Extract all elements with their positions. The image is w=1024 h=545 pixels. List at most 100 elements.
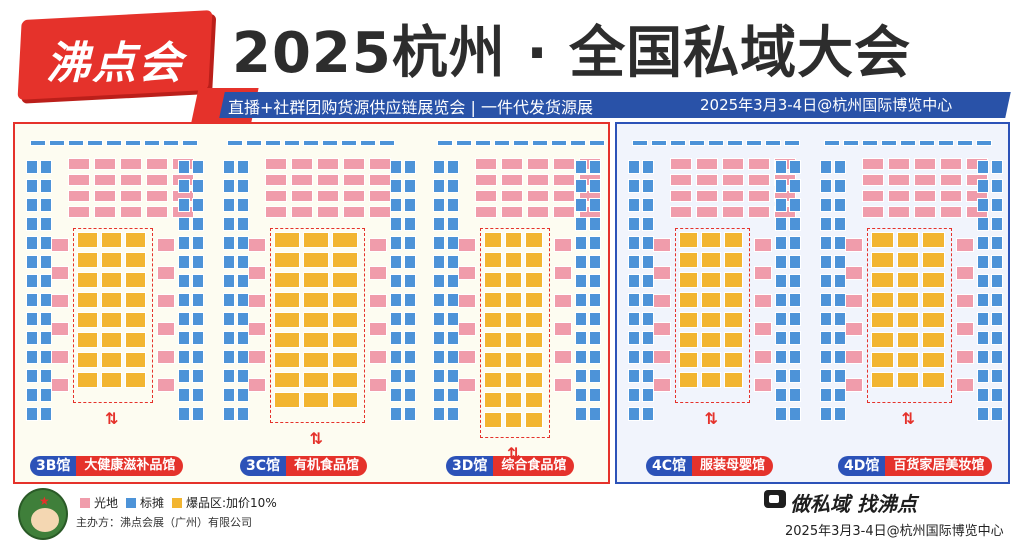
booth-light-ground [146, 158, 168, 170]
booth-standard [447, 198, 459, 212]
booth-light-ground [369, 378, 387, 392]
booth-standard [106, 140, 122, 146]
booth-standard [991, 236, 1003, 250]
hall-tag-4d: 4D馆 百货家居美妆馆 [838, 456, 993, 476]
booth-standard [642, 331, 654, 345]
booth-standard [991, 160, 1003, 174]
booth-light-ground [94, 190, 116, 202]
booth-hot [274, 232, 300, 248]
booth-light-ground [501, 190, 523, 202]
subtitle: 直播+社群团购货源供应链展览会 | 一件代发货源展 [228, 98, 593, 117]
booth-hot [922, 272, 945, 288]
booth-standard [991, 179, 1003, 193]
booth-standard [341, 140, 357, 146]
booth-light-ground [748, 206, 770, 218]
booth-standard [178, 236, 190, 250]
booth-hot [896, 292, 920, 308]
booth-hot [77, 272, 98, 288]
booth-standard [433, 274, 445, 288]
booth-standard [433, 160, 445, 174]
hall-name: 大健康滋补品馆 [76, 456, 184, 476]
booth-light-ground [51, 350, 69, 364]
booth-standard [789, 160, 801, 174]
booth-hot [303, 272, 329, 288]
hall-name: 百货家居美妆馆 [885, 456, 993, 476]
slogan: 做私域 找沸点 [790, 492, 917, 516]
booth-hot [896, 252, 920, 268]
booth-hot [125, 312, 146, 328]
booth-standard [404, 293, 416, 307]
legend-item-hot-zone: 爆品区:加价10% [172, 494, 277, 511]
booth-hot [484, 252, 502, 268]
booth-hot [274, 292, 300, 308]
logo: 沸点会 [17, 10, 213, 100]
booth-hot [274, 272, 300, 288]
booth-hot [303, 232, 329, 248]
booth-light-ground [696, 158, 718, 170]
booth-standard [447, 274, 459, 288]
hall-code: 3C馆 [240, 456, 287, 476]
booth-standard [628, 236, 640, 250]
booth-hot [101, 292, 122, 308]
booth-standard [775, 388, 787, 402]
booth-standard [40, 369, 52, 383]
booth-hot [525, 372, 543, 388]
booth-light-ground [527, 206, 549, 218]
booth-light-ground [248, 322, 266, 336]
booth-light-ground [157, 266, 175, 280]
legend-label: 光地 [94, 496, 119, 510]
booth-standard [192, 293, 204, 307]
booth-standard [26, 293, 38, 307]
booth-hot [896, 232, 920, 248]
booth-standard [237, 198, 249, 212]
booth-light-ground [369, 322, 387, 336]
booth-standard [390, 236, 402, 250]
booth-light-ground [653, 322, 671, 336]
booth-hot [77, 232, 98, 248]
booth-light-ground [754, 266, 772, 280]
booth-hot [125, 232, 146, 248]
hall-code: 4C馆 [646, 456, 693, 476]
booth-standard [642, 388, 654, 402]
booth-light-ground [653, 350, 671, 364]
booth-hot [274, 352, 300, 368]
booth-standard [178, 179, 190, 193]
booth-standard [957, 140, 973, 146]
booth-light-ground [554, 322, 572, 336]
booth-light-ground [653, 378, 671, 392]
booth-standard [237, 179, 249, 193]
booth-standard [789, 217, 801, 231]
booth-standard [589, 388, 601, 402]
booth-standard [178, 217, 190, 231]
booth-standard [789, 255, 801, 269]
booth-hot [101, 352, 122, 368]
booth-standard [789, 388, 801, 402]
booth-standard [178, 255, 190, 269]
booth-standard [237, 217, 249, 231]
booth-hot [504, 372, 523, 388]
booth-light-ground [51, 238, 69, 252]
booth-standard [40, 388, 52, 402]
booth-hot [723, 372, 743, 388]
booth-hot [484, 312, 502, 328]
booth-light-ground [501, 158, 523, 170]
booth-hot [303, 352, 329, 368]
booth-light-ground [653, 238, 671, 252]
booth-hot [101, 272, 122, 288]
mascot-avatar: ★ [18, 488, 68, 540]
booth-standard [404, 350, 416, 364]
booth-standard [192, 312, 204, 326]
booth-standard [178, 274, 190, 288]
booth-standard [447, 217, 459, 231]
booth-light-ground [554, 350, 572, 364]
booth-standard [433, 293, 445, 307]
booth-standard [223, 388, 235, 402]
booth-standard [68, 140, 84, 146]
booth-light-ground [845, 322, 863, 336]
booth-standard [642, 255, 654, 269]
booth-standard [991, 255, 1003, 269]
booth-standard [192, 388, 204, 402]
booth-light-ground [527, 190, 549, 202]
booth-hot [101, 312, 122, 328]
booth-standard [670, 140, 686, 146]
